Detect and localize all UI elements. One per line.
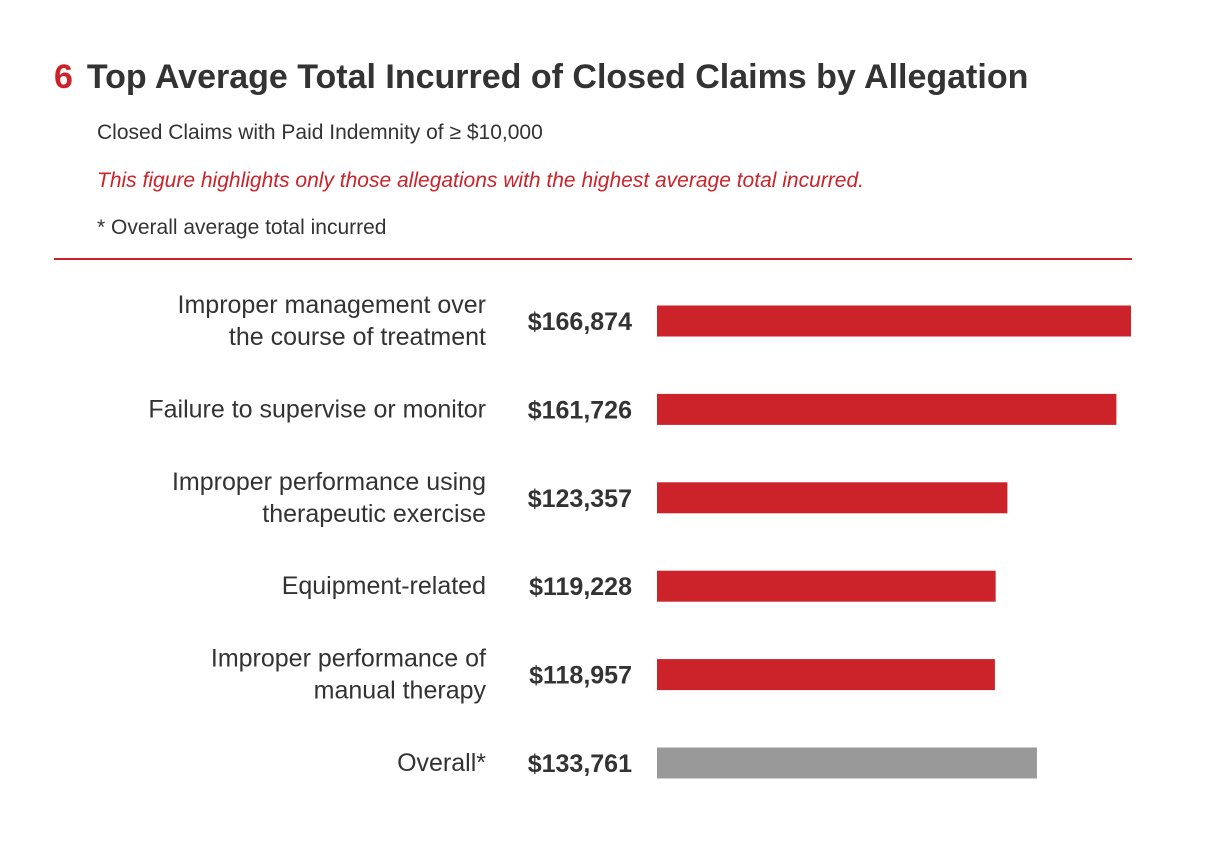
category-label: Improper management over [178, 291, 486, 319]
category-label: Overall* [397, 749, 486, 777]
value-label: $123,357 [528, 485, 632, 513]
value-label: $166,874 [528, 308, 632, 336]
chart-footnote: * Overall average total incurred [97, 216, 387, 239]
chart-subtitle: Closed Claims with Paid Indemnity of ≥ $… [97, 121, 543, 144]
category-label: Improper performance using [172, 468, 486, 496]
chart-note: This figure highlights only those allega… [97, 169, 864, 192]
value-label: $161,726 [528, 396, 632, 424]
category-label: Failure to supervise or monitor [148, 395, 486, 423]
category-label: therapeutic exercise [262, 500, 486, 528]
bar [657, 305, 1131, 337]
value-label: $118,957 [529, 662, 632, 690]
category-label: Improper performance of [211, 645, 486, 673]
value-label: $119,228 [529, 573, 632, 601]
value-label: $133,761 [528, 750, 632, 778]
figure-title-row: 6 Top Average Total Incurred of Closed Cl… [54, 58, 1028, 97]
bar [657, 482, 1008, 514]
category-label: Equipment-related [282, 572, 486, 600]
bar [657, 659, 995, 691]
bar [657, 570, 996, 602]
bar-overall [657, 747, 1037, 779]
bar [657, 393, 1117, 425]
category-label: the course of treatment [229, 323, 486, 351]
figure-number: 6 [54, 58, 73, 96]
title-divider [54, 258, 1132, 260]
category-label: manual therapy [314, 677, 487, 705]
chart-title: Top Average Total Incurred of Closed Cla… [86, 58, 1029, 96]
